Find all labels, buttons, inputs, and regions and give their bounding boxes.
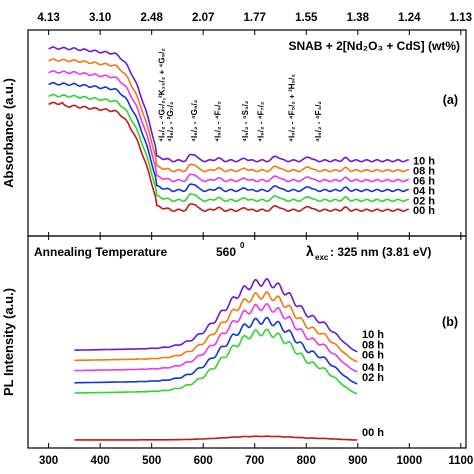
transition-label: ⁴I₉/₂ - ⁴G₇/₂,²K₁₃/₂ + ⁴G₉/₂: [157, 48, 166, 142]
absorbance-series-line: [48, 69, 409, 183]
annotation-degree: 0: [240, 241, 245, 250]
pl-series-line: [74, 291, 358, 363]
absorbance-series-label: 04 h: [413, 185, 435, 197]
transition-label: ⁴I₉/₂ - ⁴F₃/₂: [314, 101, 323, 142]
transition-label: ⁴I₉/₂ - ⁴G₅/₂: [190, 99, 199, 142]
pl-series-line: [74, 328, 358, 395]
chart-title: SNAB + 2[Nd₂O₃ + CdS] (wt%): [288, 39, 460, 53]
absorbance-series-label: 10 h: [413, 156, 435, 168]
x-axis-tick-label: 300: [39, 455, 58, 467]
annotation-lambda-sub: exc: [315, 253, 329, 262]
top-axis-tick-label: 1.38: [347, 12, 370, 24]
transition-label: ⁴I₉/₂ - ⁴F₇/₂: [256, 101, 265, 142]
absorbance-series-label: 06 h: [413, 176, 435, 188]
top-axis-tick-label: 4.13: [37, 12, 59, 24]
bottom-axis: 300 400 500 600 700 800 900 1000 1100: [39, 232, 473, 467]
top-axis-tick-label: 2.48: [140, 12, 163, 24]
top-axis-tick-label: 2.07: [192, 12, 214, 24]
y-axis-label-pl: PL Intensity (a.u.): [1, 288, 16, 396]
absorbance-series-line: [48, 81, 409, 193]
x-axis-tick-label: 1100: [448, 455, 473, 467]
top-axis-tick-label: 1.55: [295, 12, 318, 24]
transition-label: ⁴I₉/₂ - ²G₇/₂: [166, 101, 175, 142]
x-axis-tick-label: 1000: [397, 455, 423, 467]
annotation-lambda: λ: [306, 243, 314, 259]
panel-label-b: (b): [442, 315, 458, 329]
pl-series-line: [74, 303, 358, 373]
absorbance-series-label: 02 h: [413, 195, 435, 207]
annotation-excitation: : 325 nm (3.81 eV): [330, 245, 431, 259]
x-axis-tick-label: 900: [348, 455, 367, 467]
transition-label: ⁴I₉/₂ - ⁴F₅/₂ + ²H₉/₂: [287, 74, 296, 142]
panel-b-frame: [27, 235, 467, 449]
panel-label-a: (a): [443, 93, 458, 107]
panel-pl-intensity: PL Intensity (a.u.) 10 h08 h06 h04 h02 h 0…: [1, 235, 467, 449]
pl-series-line: [74, 435, 358, 441]
absorbance-series-label: 00 h: [413, 205, 435, 217]
x-axis-tick-label: 700: [245, 455, 264, 467]
absorbance-series-line: [48, 93, 409, 203]
x-axis-tick-label: 600: [194, 455, 213, 467]
absorbance-series-label: 08 h: [413, 166, 435, 178]
top-axis-tick-label: 3.10: [89, 12, 111, 24]
top-axis: 4.13 3.10 2.48 2.07 1.77 1.55 1.38 1.24 1.13: [37, 12, 472, 35]
pl-series-label: 10 h: [362, 329, 384, 341]
pl-series-label: 00 h: [362, 427, 384, 439]
top-axis-tick-label: 1.77: [244, 12, 266, 24]
absorbance-series-line: [48, 46, 409, 163]
top-axis-tick-label: 1.24: [398, 12, 421, 24]
y-axis-label-absorbance: Absorbance (a.u.): [1, 78, 16, 188]
pl-series-label: 08 h: [362, 339, 384, 351]
annotation-annealing: Annealing Temperature: [34, 245, 167, 259]
pl-series-label: 02 h: [362, 372, 384, 384]
transition-label: ⁴I₉/₂ - ⁴F₉/₂: [214, 101, 223, 142]
pl-series-line: [74, 316, 358, 385]
annotation-temperature: 560: [216, 245, 236, 259]
pl-series-line: [74, 278, 358, 353]
x-axis-tick-label: 400: [91, 455, 110, 467]
absorbance-series-line: [48, 101, 409, 213]
pl-series-label: 06 h: [362, 350, 384, 362]
x-axis-tick-label: 500: [142, 455, 161, 467]
panel-absorbance: Absorbance (a.u.) 10 h08 h06 h04 h02 h00 …: [1, 29, 467, 237]
pl-series-label: 04 h: [362, 362, 384, 374]
top-axis-tick-label: 1.13: [450, 12, 472, 24]
transition-label: ⁴I₉/₂ - ⁴S₃/₂: [241, 100, 250, 142]
absorbance-series-line: [48, 58, 409, 173]
x-axis-tick-label: 800: [297, 455, 316, 467]
